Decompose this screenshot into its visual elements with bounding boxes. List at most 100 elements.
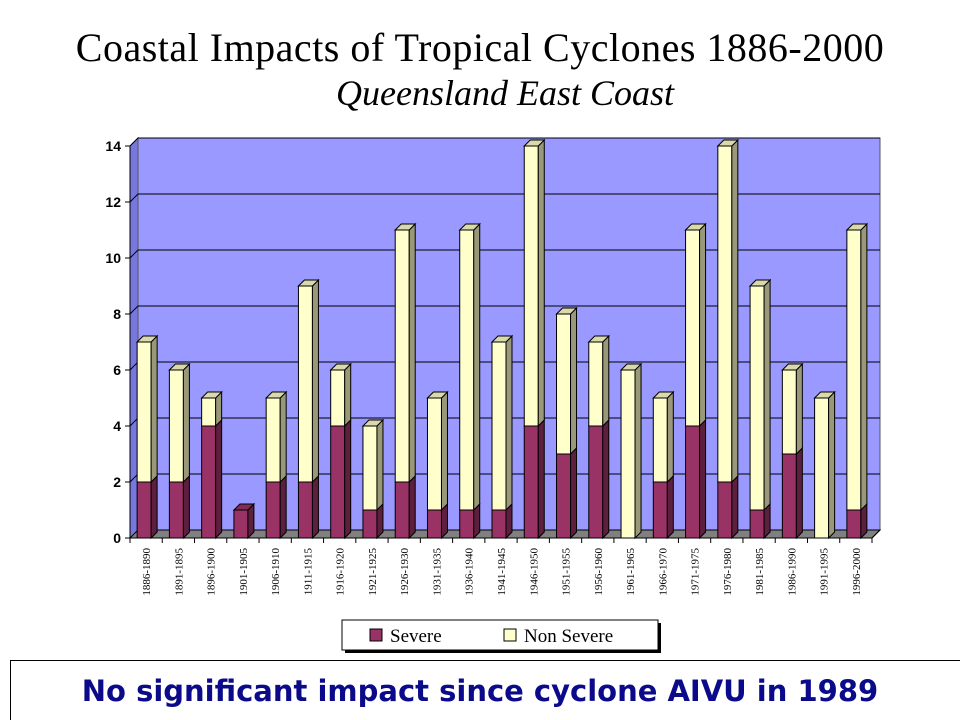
bar-top — [264, 391, 288, 399]
bar-segment-side — [570, 446, 578, 540]
bar-segment-side — [182, 474, 190, 540]
y-tick-label: 12 — [105, 194, 121, 210]
bar-segment-side — [731, 474, 739, 540]
bar-segment-non-severe — [362, 425, 378, 511]
x-tick-label: 1926-1930 — [399, 548, 411, 596]
bar-segment-severe — [717, 481, 733, 539]
bar-segment-side — [440, 390, 448, 512]
x-axis-edge — [871, 529, 881, 539]
legend-label-non-severe: Non Severe — [524, 626, 613, 647]
bar-segment-side — [311, 278, 319, 484]
bar-segment-side — [473, 222, 481, 512]
x-tick-label: 1951-1955 — [561, 548, 573, 596]
x-tick-label: 1991-1995 — [819, 548, 831, 596]
bar-segment-side — [150, 474, 158, 540]
bar-top — [458, 223, 481, 231]
y-tick-label: 6 — [113, 362, 121, 378]
gridline — [129, 305, 880, 315]
bar-segment-side — [666, 474, 674, 540]
bar-segment-side — [763, 278, 771, 512]
bar-segment-severe — [168, 481, 184, 539]
bar-segment-severe — [652, 481, 668, 539]
legend-label-severe: Severe — [390, 626, 442, 647]
bar-segment-side — [182, 362, 190, 484]
bar-segment-non-severe — [459, 229, 475, 511]
legend-swatch-non-severe — [503, 628, 517, 642]
bar-segment-non-severe — [652, 397, 668, 483]
bar-segment-side — [150, 334, 158, 484]
x-tick-label: 1901-1905 — [238, 548, 250, 596]
bar-top — [200, 391, 223, 399]
bar-segment-side — [344, 362, 352, 428]
bar-segment-severe — [233, 509, 249, 539]
bar-segment-side — [279, 474, 287, 540]
bar-segment-non-severe — [168, 369, 184, 483]
bar-top — [426, 391, 449, 399]
bar-segment-side — [408, 474, 416, 540]
bar-top — [587, 335, 610, 343]
bar-top — [523, 139, 546, 147]
x-tick-label: 1941-1945 — [496, 548, 508, 596]
y-tick-label: 8 — [113, 306, 121, 322]
bar-segment-non-severe — [523, 145, 539, 427]
bar-segment-severe — [781, 453, 797, 539]
bar-segment-side — [699, 418, 707, 540]
x-tick-label: 1906-1910 — [270, 548, 282, 596]
bar-segment-side — [828, 390, 836, 540]
bar-segment-non-severe — [330, 369, 346, 427]
x-tick-label: 1966-1970 — [657, 548, 669, 596]
bar-top — [168, 363, 191, 371]
bar-segment-side — [537, 138, 545, 428]
gridline — [129, 137, 880, 147]
bar-top — [490, 335, 514, 343]
bar-segment-non-severe — [491, 341, 507, 511]
bar-segment-severe — [265, 481, 281, 539]
bar-segment-side — [795, 362, 803, 456]
bar-segment-side — [570, 306, 578, 456]
y-tick-label: 2 — [113, 474, 121, 490]
bar-segment-side — [795, 446, 803, 540]
bar-segment-side — [215, 418, 223, 540]
x-tick-label: 1921-1925 — [367, 548, 379, 596]
x-tick-label: 1911-1915 — [302, 548, 314, 596]
bar-segment-severe — [491, 509, 507, 539]
bar-segment-non-severe — [749, 285, 765, 511]
y-tick-label: 4 — [113, 418, 121, 434]
legend-box — [341, 619, 659, 651]
x-tick-label: 1986-1990 — [786, 548, 798, 596]
bar-top — [297, 279, 320, 287]
bar-segment-side — [537, 418, 545, 540]
bar-segment-side — [279, 390, 287, 484]
bar-segment-severe — [588, 425, 604, 539]
bar-segment-non-severe — [556, 313, 572, 455]
bar-segment-side — [344, 418, 352, 540]
y-tick-label: 0 — [113, 530, 121, 546]
bar-segment-side — [666, 390, 674, 484]
gridline — [129, 193, 880, 203]
bar-segment-non-severe — [394, 229, 410, 483]
bar-segment-severe — [523, 425, 539, 539]
bar-segment-non-severe — [201, 397, 217, 427]
bar-segment-side — [699, 222, 707, 428]
bar-segment-side — [376, 418, 384, 512]
x-tick-label: 1886-1890 — [141, 548, 153, 596]
bar-top — [619, 363, 643, 371]
bar-segment-non-severe — [814, 397, 830, 539]
x-tick-label: 1896-1900 — [206, 548, 218, 596]
chart-subtitle: Queensland East Coast — [336, 73, 674, 113]
x-tick-label: 1891-1895 — [173, 548, 185, 596]
bar-top — [845, 223, 869, 231]
bar-segment-non-severe — [781, 369, 797, 455]
y-tick-label: 14 — [105, 138, 121, 154]
bar-top — [684, 223, 707, 231]
bar-segment-non-severe — [297, 285, 313, 483]
bar-segment-severe — [136, 481, 152, 539]
footer-box — [10, 660, 960, 720]
x-tick-label: 1971-1975 — [690, 548, 702, 596]
bar-segment-severe — [846, 509, 862, 539]
bar-top — [652, 391, 675, 399]
x-tick-label: 1931-1935 — [431, 548, 443, 596]
bar-segment-severe — [201, 425, 217, 539]
bar-top — [135, 335, 159, 343]
